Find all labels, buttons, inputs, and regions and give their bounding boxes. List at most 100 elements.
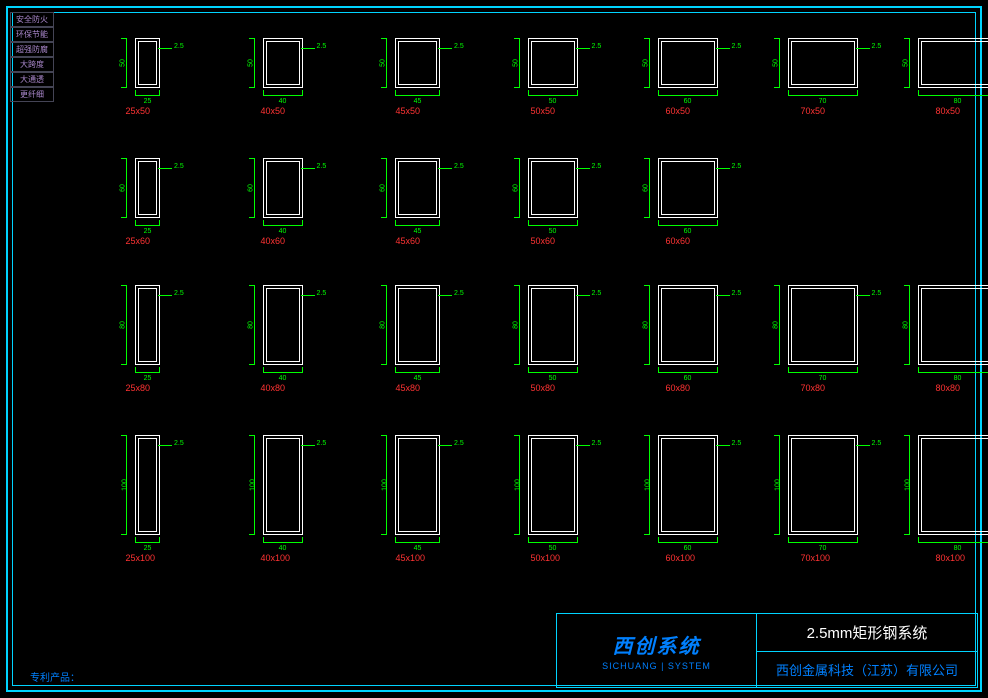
section-label: 40x80 (261, 383, 286, 393)
section-label: 80x80 (936, 383, 961, 393)
section-label: 50x80 (531, 383, 556, 393)
tube-section: 50502.550x50 (528, 38, 578, 88)
section-label: 25x80 (126, 383, 151, 393)
dim-height: 100 (249, 435, 259, 535)
logo-main: 西创系统 (613, 630, 701, 659)
section-label: 50x50 (531, 106, 556, 116)
section-label: 45x100 (396, 553, 426, 563)
section-label: 25x60 (126, 236, 151, 246)
dim-height: 100 (644, 435, 654, 535)
tube-section: 50402.540x50 (263, 38, 303, 88)
tube-section: 80502.550x80 (528, 285, 578, 365)
dim-width: 50 (528, 220, 578, 234)
dim-height: 80 (774, 285, 784, 365)
tube-section: 100452.545x100 (395, 435, 440, 535)
section-label: 25x100 (126, 553, 156, 563)
tube-section: 100402.540x100 (263, 435, 303, 535)
tube-section: 50802.580x50 (918, 38, 988, 88)
dim-height: 80 (514, 285, 524, 365)
tube-section: 100502.550x100 (528, 435, 578, 535)
dim-width: 80 (918, 367, 988, 381)
tube-section: 80602.560x80 (658, 285, 718, 365)
dim-height: 50 (904, 38, 914, 88)
tube-section: 100702.570x100 (788, 435, 858, 535)
tube-section: 50252.525x50 (135, 38, 160, 88)
dim-width: 60 (658, 220, 718, 234)
section-label: 40x60 (261, 236, 286, 246)
dim-height: 100 (904, 435, 914, 535)
dim-height: 60 (121, 158, 131, 218)
section-label: 40x50 (261, 106, 286, 116)
tube-section: 100252.525x100 (135, 435, 160, 535)
dim-height: 50 (121, 38, 131, 88)
dim-height: 80 (644, 285, 654, 365)
section-label: 70x80 (801, 383, 826, 393)
tube-section: 80452.545x80 (395, 285, 440, 365)
dim-height: 80 (249, 285, 259, 365)
logo-sub: SICHUANG | SYSTEM (602, 661, 711, 671)
dim-width: 40 (263, 90, 303, 104)
dim-width: 50 (528, 537, 578, 551)
dim-width: 60 (658, 537, 718, 551)
section-label: 70x100 (801, 553, 831, 563)
section-label: 40x100 (261, 553, 291, 563)
section-label: 45x60 (396, 236, 421, 246)
tube-section: 60502.550x60 (528, 158, 578, 218)
dim-height: 50 (644, 38, 654, 88)
section-label: 25x50 (126, 106, 151, 116)
section-label: 45x80 (396, 383, 421, 393)
dim-height: 60 (381, 158, 391, 218)
tube-section: 50452.545x50 (395, 38, 440, 88)
dim-width: 45 (395, 367, 440, 381)
dim-width: 70 (788, 367, 858, 381)
dim-height: 100 (121, 435, 131, 535)
dim-width: 25 (135, 90, 160, 104)
dim-height: 50 (249, 38, 259, 88)
tube-section: 80252.525x80 (135, 285, 160, 365)
section-label: 80x100 (936, 553, 966, 563)
dim-height: 50 (381, 38, 391, 88)
title-cell: 2.5mm矩形钢系统 西创金属科技（江苏）有限公司 (757, 614, 977, 687)
patent-note: 专利产品： (30, 669, 80, 684)
section-label: 60x60 (666, 236, 691, 246)
tube-section: 100602.560x100 (658, 435, 718, 535)
section-label: 60x50 (666, 106, 691, 116)
logo-cell: 西创系统 SICHUANG | SYSTEM (557, 614, 757, 687)
dim-width: 50 (528, 367, 578, 381)
dim-height: 100 (774, 435, 784, 535)
dim-width: 25 (135, 220, 160, 234)
section-label: 60x80 (666, 383, 691, 393)
dim-height: 50 (774, 38, 784, 88)
dim-height: 80 (121, 285, 131, 365)
drawing-canvas: 50252.525x5050402.540x5050452.545x505050… (30, 10, 978, 618)
section-label: 45x50 (396, 106, 421, 116)
dim-height: 100 (514, 435, 524, 535)
tube-section: 50702.570x50 (788, 38, 858, 88)
title-block: 西创系统 SICHUANG | SYSTEM 2.5mm矩形钢系统 西创金属科技… (556, 613, 978, 688)
dim-height: 60 (514, 158, 524, 218)
dim-width: 80 (918, 537, 988, 551)
tube-section: 100802.580x100 (918, 435, 988, 535)
company-name: 西创金属科技（江苏）有限公司 (757, 652, 977, 687)
section-label: 50x100 (531, 553, 561, 563)
dim-width: 50 (528, 90, 578, 104)
dim-height: 100 (381, 435, 391, 535)
dim-width: 40 (263, 220, 303, 234)
dim-width: 60 (658, 367, 718, 381)
section-label: 60x100 (666, 553, 696, 563)
dim-width: 40 (263, 367, 303, 381)
section-label: 80x50 (936, 106, 961, 116)
dim-height: 80 (381, 285, 391, 365)
drawing-title: 2.5mm矩形钢系统 (757, 614, 977, 652)
dim-width: 45 (395, 90, 440, 104)
dim-width: 45 (395, 537, 440, 551)
tube-section: 60602.560x60 (658, 158, 718, 218)
section-label: 70x50 (801, 106, 826, 116)
section-label: 50x60 (531, 236, 556, 246)
dim-width: 40 (263, 537, 303, 551)
dim-width: 25 (135, 537, 160, 551)
dim-height: 50 (514, 38, 524, 88)
tube-section: 60252.525x60 (135, 158, 160, 218)
tube-section: 80702.570x80 (788, 285, 858, 365)
dim-width: 60 (658, 90, 718, 104)
